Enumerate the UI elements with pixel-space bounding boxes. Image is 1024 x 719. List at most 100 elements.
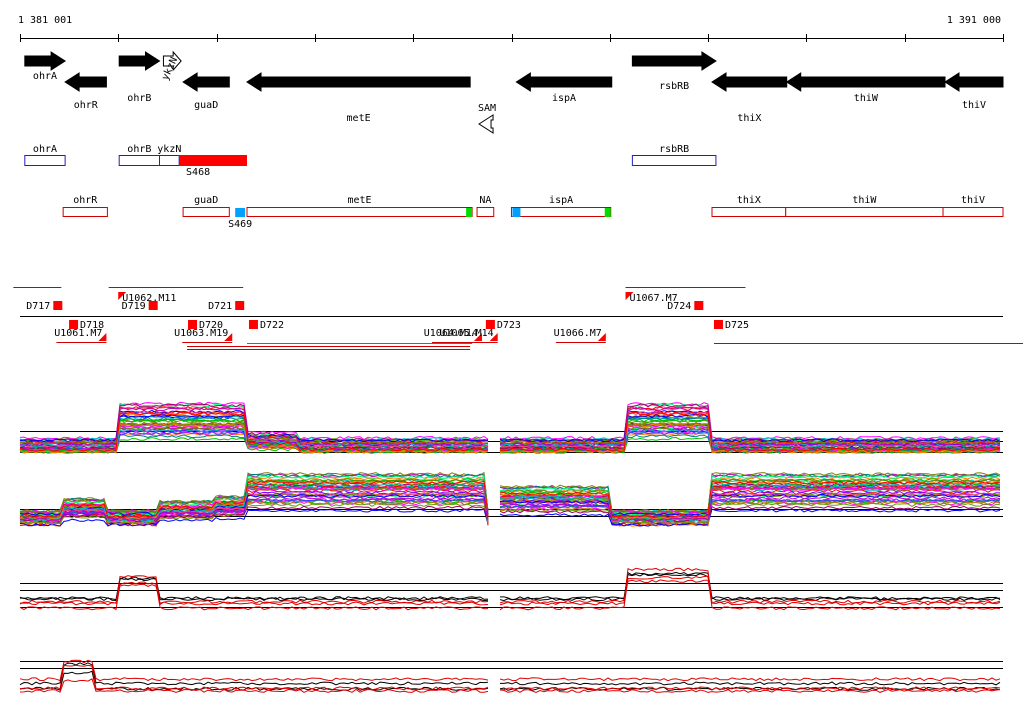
downshift-minus-label-D720: D720 (199, 320, 223, 331)
segment-label-S468: S468 (186, 167, 210, 178)
profile-line (19, 493, 1001, 517)
terminator-marker (604, 208, 611, 217)
gene-label-ispA: ispA (552, 93, 576, 104)
upshift-minus-label-U1066.M7: U1066.M7 (554, 328, 602, 339)
coordinate-start-label: 1 381 001 (18, 15, 72, 26)
operon-minus-NA (476, 207, 495, 217)
profile-line (19, 567, 1001, 606)
gene-arrow-guaD (182, 72, 230, 92)
operon-minus-label-guaD: guaD (194, 195, 218, 206)
terminator-marker (466, 208, 473, 217)
downshift-plus-label-D719: D719 (122, 301, 146, 312)
coordinate-ruler (20, 34, 1004, 42)
operon-minus-metE (246, 207, 473, 217)
operon-plus-rsbRB (631, 155, 717, 166)
profile-line (19, 483, 1001, 523)
profile-line (19, 664, 1001, 691)
upshift-minus-U1065.M14 (489, 333, 498, 341)
operon-minus-thiV (942, 207, 1004, 217)
operon-minus-label-thiX: thiX (737, 195, 761, 206)
gene-arrow-ohrR (64, 72, 107, 92)
profile-line (19, 473, 1001, 514)
operon-minus-thiW (785, 207, 944, 217)
profile-line (19, 495, 1001, 522)
operon-plus-label-ykzN: ykzN (157, 144, 181, 155)
upshift-minus-U1063.M19 (224, 333, 233, 341)
profile-line (19, 579, 1001, 604)
promoter-marker (512, 208, 521, 217)
profile-line (19, 480, 1001, 519)
upshift-plus-label-U1067.M7: U1067.M7 (629, 293, 677, 304)
upshift-minus-label-U1063.M19: U1063.M19 (174, 328, 228, 339)
downshift-plus-D724 (694, 301, 704, 310)
operon-plus-ykzN (159, 155, 180, 166)
gene-label-thiV: thiV (962, 100, 986, 111)
gene-arrow-ykzN (162, 50, 182, 72)
gene-label-thiW: thiW (854, 93, 879, 104)
profile-line (19, 575, 1001, 611)
profile-line (19, 678, 1001, 694)
gene-label-thiX: thiX (737, 113, 761, 124)
downshift-minus-D718 (69, 320, 79, 329)
downshift-plus-D719 (148, 301, 158, 310)
operon-minus-ispA (510, 207, 612, 217)
downshift-plus-label-D721: D721 (208, 301, 232, 312)
gene-arrow-thiV (944, 72, 1004, 92)
downshift-minus-label-D718: D718 (80, 320, 104, 331)
profile-line (19, 662, 1001, 686)
operon-minus-label-metE: metE (348, 195, 372, 206)
gene-label-ohrR: ohrR (74, 100, 99, 111)
profile-line (19, 422, 1001, 450)
profile-line (19, 411, 1001, 452)
gene-label-metE: metE (347, 113, 371, 124)
downshift-minus-label-D723: D723 (497, 320, 521, 331)
operon-minus-label-NA: NA (479, 195, 491, 206)
gene-arrow-ohrA (24, 51, 67, 71)
upshift-minus-label-U1061.M7: U1061.M7 (54, 328, 102, 339)
profile-line (19, 573, 1001, 601)
operon-plus-ohrB (118, 155, 161, 166)
gene-arrow-ohrB (118, 51, 161, 71)
downshift-plus-D717 (53, 301, 63, 310)
profile-line (19, 505, 1001, 523)
expression-profile-panels (19, 401, 1003, 694)
downshift-minus-D725 (713, 320, 723, 329)
profile-line (19, 474, 1001, 517)
operon-minus-ohrR (62, 207, 108, 217)
coordinate-end-label: 1 391 000 (947, 15, 1001, 26)
operon-minus-label-ispA: ispA (549, 195, 573, 206)
downshift-minus-D720 (188, 320, 198, 329)
transcription-unit-minus-track: ohrR guaD metE NA ispA thiX thiW thiV S469 (62, 195, 1004, 230)
upshift-minus-U1061.M7 (98, 333, 107, 341)
downshift-plus-D721 (235, 301, 245, 310)
gene-label-ohrB: ohrB (127, 93, 151, 104)
operon-plus-label-rsbRB: rsbRB (659, 144, 689, 155)
gene-label-guaD: guaD (194, 100, 218, 111)
upshift-plus-U1067.M7 (625, 292, 634, 300)
gene-label-rsbRB: rsbRB (659, 81, 689, 92)
downshift-minus-D722 (248, 320, 258, 329)
operon-minus-label-ohrR: ohrR (73, 195, 98, 206)
profile-line (19, 422, 1001, 445)
operon-minus-guaD (182, 207, 230, 217)
gene-annotation-track: ohrAohrRohrBykzNguaDmetESAMispArsbRBthiX… (24, 50, 1004, 134)
gene-arrow-thiX (711, 72, 788, 92)
upshift-plus-U1062.M11 (118, 292, 127, 300)
operon-plus-label-ohrB: ohrB (127, 144, 151, 155)
downshift-minus-label-D722: D722 (260, 320, 284, 331)
downshift-minus-label-D725: D725 (725, 320, 749, 331)
segment-S469 (235, 208, 246, 217)
gene-arrow-ispA (515, 72, 613, 92)
transcription-unit-plus-track: ohrA ohrB ykzN rsbRB S468 (24, 144, 717, 178)
operon-plus-label-ohrA: ohrA (33, 144, 57, 155)
upshift-minus-label-U1065.M14: U1065.M14 (439, 328, 493, 339)
gene-arrow-rsbRB (631, 51, 717, 71)
gene-label-SAM: SAM (478, 103, 496, 114)
profile-line (19, 423, 1001, 442)
operon-minus-thiX (711, 207, 787, 217)
profile-line (19, 508, 1001, 527)
upshift-plus-label-U1062.M11: U1062.M11 (122, 293, 176, 304)
segment-S468 (179, 155, 247, 166)
